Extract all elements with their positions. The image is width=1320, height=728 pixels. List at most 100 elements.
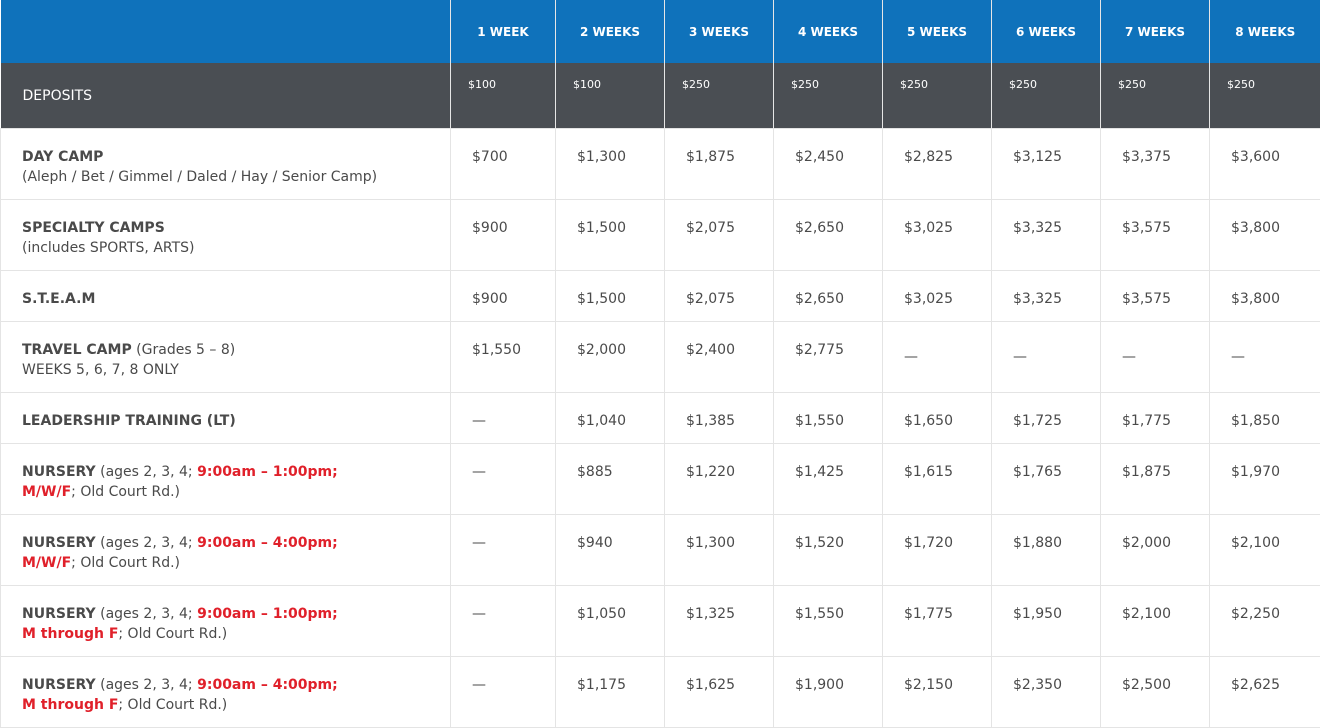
price-cell: $2,775	[774, 322, 883, 393]
row-title-suffix: (ages 2, 3, 4;	[96, 464, 197, 480]
table-row: NURSERY (ages 2, 3, 4; 9:00am – 4:00pm;M…	[1, 515, 1320, 586]
price-cell: $1,880	[992, 515, 1101, 586]
price-cell: $1,425	[774, 444, 883, 515]
table-row: S.T.E.A.M$900$1,500$2,075$2,650$3,025$3,…	[1, 271, 1320, 322]
deposit-value-4: $250	[774, 63, 883, 129]
row-subtitle: WEEKS 5, 6, 7, 8 ONLY	[22, 362, 179, 378]
deposit-value-1: $100	[451, 63, 556, 129]
price-cell: $2,000	[556, 322, 665, 393]
price-cell: $1,725	[992, 393, 1101, 444]
price-cell: $1,500	[556, 200, 665, 271]
price-cell: $3,600	[1210, 129, 1320, 200]
price-cell: $1,850	[1210, 393, 1320, 444]
price-cell: $2,650	[774, 200, 883, 271]
row-label: TRAVEL CAMP (Grades 5 – 8)WEEKS 5, 6, 7,…	[1, 322, 451, 393]
price-cell: $1,775	[1101, 393, 1210, 444]
deposit-value-8: $250	[1210, 63, 1320, 129]
week-header-1: 1 WEEK	[451, 0, 556, 63]
row-subtitle: (includes SPORTS, ARTS)	[22, 240, 195, 256]
week-header-8: 8 WEEKS	[1210, 0, 1320, 63]
price-cell: —	[451, 393, 556, 444]
price-cell: $3,125	[992, 129, 1101, 200]
row-label: SPECIALTY CAMPS (includes SPORTS, ARTS)	[1, 200, 451, 271]
price-cell: $2,250	[1210, 586, 1320, 657]
table-row: LEADERSHIP TRAINING (LT)—$1,040$1,385$1,…	[1, 393, 1320, 444]
price-cell: $3,575	[1101, 200, 1210, 271]
row-label: NURSERY (ages 2, 3, 4; 9:00am – 4:00pm;M…	[1, 657, 451, 728]
price-cell: $1,775	[883, 586, 992, 657]
row-hours-highlight: 9:00am – 4:00pm;	[197, 535, 338, 551]
row-title: NURSERY	[22, 677, 96, 693]
price-cell: $2,100	[1210, 515, 1320, 586]
row-location: ; Old Court Rd.)	[118, 626, 227, 642]
price-cell: $900	[451, 271, 556, 322]
price-cell: —	[451, 657, 556, 728]
row-label: LEADERSHIP TRAINING (LT)	[1, 393, 451, 444]
price-cell: $3,025	[883, 200, 992, 271]
price-cell: $1,520	[774, 515, 883, 586]
table-row: TRAVEL CAMP (Grades 5 – 8)WEEKS 5, 6, 7,…	[1, 322, 1320, 393]
weeks-header-row: 1 WEEK 2 WEEKS 3 WEEKS 4 WEEKS 5 WEEKS 6…	[1, 0, 1320, 63]
price-cell: $2,450	[774, 129, 883, 200]
price-cell: —	[451, 515, 556, 586]
row-title: SPECIALTY CAMPS	[22, 220, 165, 236]
price-cell: $1,650	[883, 393, 992, 444]
table-row: SPECIALTY CAMPS(includes SPORTS, ARTS)$9…	[1, 200, 1320, 271]
row-location: ; Old Court Rd.)	[71, 484, 180, 500]
header-corner-cell	[1, 0, 451, 63]
price-cell: $2,000	[1101, 515, 1210, 586]
row-title: NURSERY	[22, 606, 96, 622]
table-row: DAY CAMP(Aleph / Bet / Gimmel / Daled / …	[1, 129, 1320, 200]
price-cell: $1,550	[774, 586, 883, 657]
price-cell: $1,765	[992, 444, 1101, 515]
row-label: NURSERY (ages 2, 3, 4; 9:00am – 1:00pm; M…	[1, 444, 451, 515]
price-cell: $1,950	[992, 586, 1101, 657]
row-title: NURSERY	[22, 464, 96, 480]
price-cell: $1,720	[883, 515, 992, 586]
deposit-value-7: $250	[1101, 63, 1210, 129]
price-cell: $3,375	[1101, 129, 1210, 200]
price-cell: $1,325	[665, 586, 774, 657]
week-header-7: 7 WEEKS	[1101, 0, 1210, 63]
price-cell: $885	[556, 444, 665, 515]
price-cell: $1,500	[556, 271, 665, 322]
table-row: NURSERY (ages 2, 3, 4; 9:00am – 1:00pm;M…	[1, 586, 1320, 657]
price-cell: $2,650	[774, 271, 883, 322]
price-cell: $3,025	[883, 271, 992, 322]
week-header-2: 2 WEEKS	[556, 0, 665, 63]
row-title-suffix: (ages 2, 3, 4;	[96, 677, 197, 693]
week-header-3: 3 WEEKS	[665, 0, 774, 63]
price-cell: $1,875	[1101, 444, 1210, 515]
price-cell: —	[1101, 322, 1210, 393]
price-cell: $1,875	[665, 129, 774, 200]
price-cell: —	[451, 444, 556, 515]
price-cell: $1,550	[774, 393, 883, 444]
deposit-value-2: $100	[556, 63, 665, 129]
price-cell: —	[1210, 322, 1320, 393]
row-days-highlight: M through F	[22, 697, 118, 713]
week-header-4: 4 WEEKS	[774, 0, 883, 63]
row-label: S.T.E.A.M	[1, 271, 451, 322]
price-cell: $2,625	[1210, 657, 1320, 728]
row-label: NURSERY (ages 2, 3, 4; 9:00am – 1:00pm;M…	[1, 586, 451, 657]
row-days-highlight: M/W/F	[22, 484, 71, 500]
price-cell: $2,075	[665, 200, 774, 271]
row-hours-highlight: 9:00am – 1:00pm;	[197, 464, 338, 480]
price-cell: $700	[451, 129, 556, 200]
pricing-rows: DAY CAMP(Aleph / Bet / Gimmel / Daled / …	[1, 129, 1320, 728]
deposits-row: DEPOSITS $100 $100 $250 $250 $250 $250 $…	[1, 63, 1320, 129]
deposit-value-6: $250	[992, 63, 1101, 129]
price-cell: $1,040	[556, 393, 665, 444]
row-days-highlight: M through F	[22, 626, 118, 642]
price-cell: $2,500	[1101, 657, 1210, 728]
price-cell: $1,300	[556, 129, 665, 200]
row-title-suffix: (ages 2, 3, 4;	[96, 606, 197, 622]
price-cell: $3,800	[1210, 271, 1320, 322]
row-label: NURSERY (ages 2, 3, 4; 9:00am – 4:00pm;M…	[1, 515, 451, 586]
deposit-value-5: $250	[883, 63, 992, 129]
week-header-5: 5 WEEKS	[883, 0, 992, 63]
price-cell: —	[883, 322, 992, 393]
price-cell: $2,350	[992, 657, 1101, 728]
price-cell: $1,615	[883, 444, 992, 515]
row-title: TRAVEL CAMP	[22, 342, 132, 358]
